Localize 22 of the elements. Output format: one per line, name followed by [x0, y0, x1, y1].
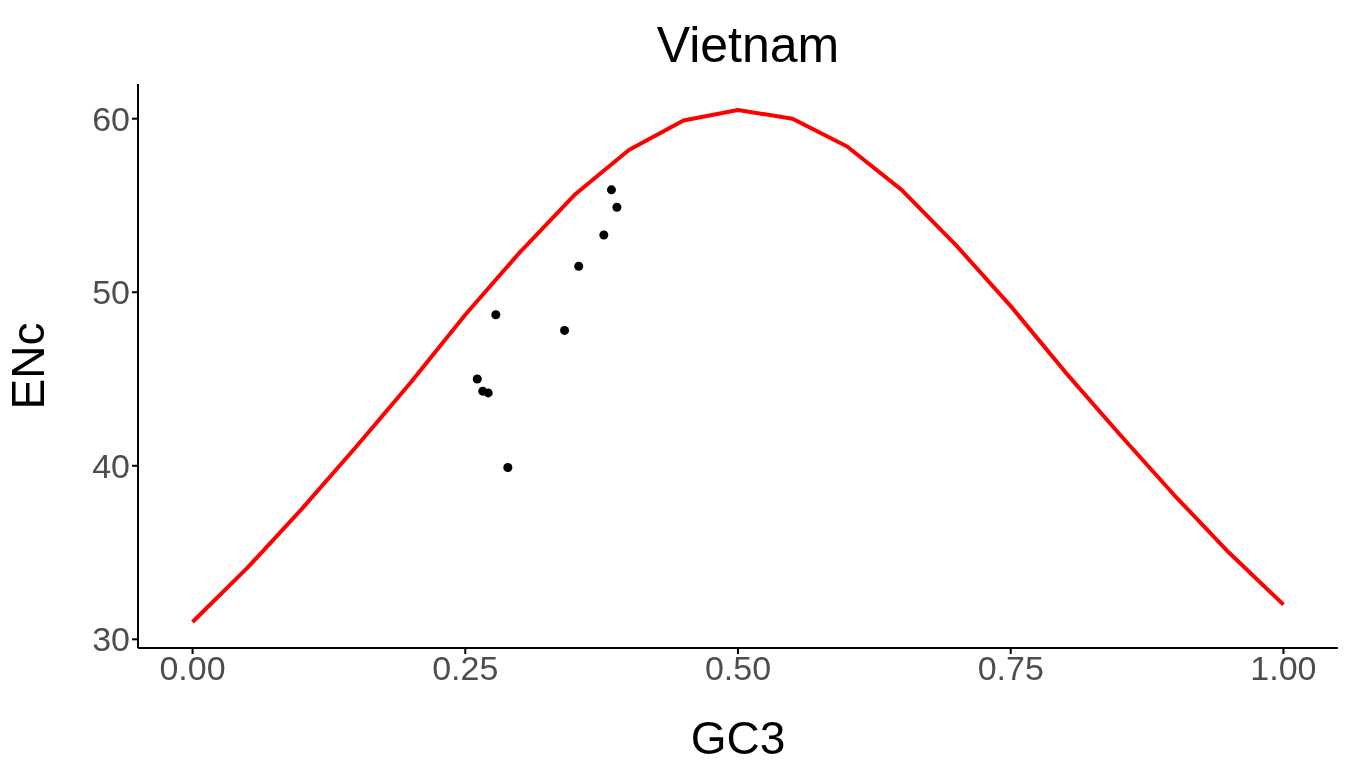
point: [612, 202, 622, 212]
x-tick-label: 0.75: [977, 649, 1044, 688]
x-tick-label: 1.00: [1250, 649, 1317, 688]
point: [560, 325, 570, 335]
point: [503, 463, 513, 473]
y-tick-label: 30: [92, 620, 130, 659]
x-axis-title: GC3: [690, 712, 786, 764]
point: [491, 310, 501, 320]
x-tick-label: 0.25: [432, 649, 499, 688]
x-tick-label: 0.50: [704, 649, 772, 688]
y-tick-label: 40: [92, 446, 130, 485]
x-tick-label: 0.00: [159, 649, 226, 688]
chart-title: Vietnam: [655, 16, 841, 74]
y-tick-label: 50: [92, 273, 130, 312]
y-axis-title: ENc: [2, 322, 55, 410]
y-tick-label: 60: [92, 99, 130, 138]
line-series: [190, 108, 1286, 624]
point: [599, 230, 609, 240]
point: [483, 388, 493, 398]
point: [574, 261, 584, 271]
point: [472, 374, 482, 384]
point: [606, 185, 616, 195]
